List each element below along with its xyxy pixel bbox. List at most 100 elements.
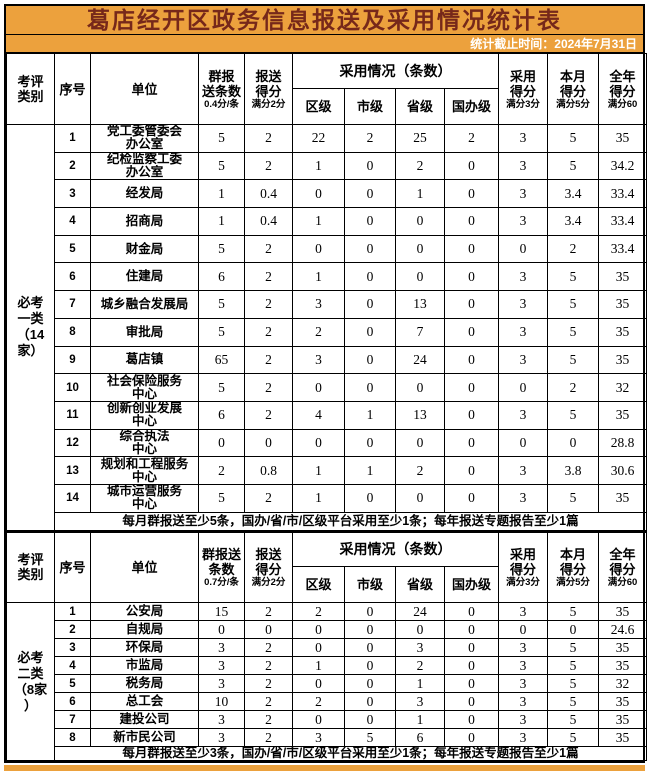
city-count: 5 bbox=[344, 728, 396, 748]
year-score: 35 bbox=[598, 290, 647, 319]
table-row: 必考 一类 （14 家） 1 党工委管委会 办公室 5 2 22 2 25 2 3 5 35 bbox=[6, 124, 647, 531]
header-unit: 单位 bbox=[90, 531, 199, 604]
row-index: 5 bbox=[54, 234, 91, 264]
national-count: 0 bbox=[444, 456, 499, 485]
header-row-levels: 区级 市级 省级 国办级 bbox=[7, 88, 647, 125]
submit-score: 0 bbox=[244, 428, 293, 458]
province-count: 24 bbox=[395, 345, 445, 375]
adopt-score: 0 bbox=[498, 428, 548, 458]
group-submit-count: 5 bbox=[198, 151, 245, 181]
city-count: 0 bbox=[344, 602, 396, 622]
national-count: 0 bbox=[444, 234, 499, 264]
month-score: 2 bbox=[547, 234, 599, 264]
submit-score: 2 bbox=[244, 483, 293, 513]
table-row: 9 葛店镇 65 2 3 0 24 0 3 5 35 bbox=[7, 345, 647, 375]
header-adoption-group: 采用情况（条数） bbox=[292, 531, 499, 568]
header-group-submit-rate: 0.4分/条 bbox=[204, 98, 239, 110]
district-count: 4 bbox=[292, 400, 345, 430]
adopt-score: 3 bbox=[498, 692, 548, 712]
submit-score: 2 bbox=[244, 234, 293, 264]
row-index: 10 bbox=[54, 373, 91, 402]
header-level-city: 市级 bbox=[344, 566, 396, 604]
city-count: 0 bbox=[344, 428, 396, 458]
year-score: 24.6 bbox=[598, 620, 647, 640]
year-score: 35 bbox=[598, 345, 647, 375]
national-count: 0 bbox=[444, 602, 499, 622]
category-label: 必考 一类 （14 家） bbox=[6, 124, 55, 531]
national-count: 0 bbox=[444, 656, 499, 676]
month-score: 5 bbox=[547, 692, 599, 712]
submit-score: 2 bbox=[244, 151, 293, 181]
submit-score: 2 bbox=[244, 728, 293, 748]
unit-name: 城乡融合发展局 bbox=[90, 290, 199, 319]
table-row: 7 城乡融合发展局 5 2 3 0 13 0 3 5 35 bbox=[7, 290, 647, 319]
month-score: 5 bbox=[547, 674, 599, 694]
year-score: 32 bbox=[598, 373, 647, 402]
header-category: 考评 类别 bbox=[6, 53, 55, 125]
month-score: 3.4 bbox=[547, 179, 599, 209]
national-count: 0 bbox=[444, 207, 499, 236]
adopt-score: 3 bbox=[498, 151, 548, 181]
district-count: 22 bbox=[292, 124, 345, 153]
national-count: 0 bbox=[444, 262, 499, 292]
national-count: 2 bbox=[444, 124, 499, 153]
year-score: 35 bbox=[598, 728, 647, 748]
adopt-score: 3 bbox=[498, 400, 548, 430]
row-index: 13 bbox=[54, 456, 91, 485]
district-count: 0 bbox=[292, 674, 345, 694]
unit-name: 综合执法 中心 bbox=[90, 428, 199, 458]
header-level-district: 区级 bbox=[292, 566, 345, 604]
next-section-strip bbox=[4, 765, 645, 771]
table-row: 必考 二类 （8家 ） 1 公安局 15 2 2 0 24 0 3 5 35 bbox=[6, 602, 647, 762]
national-count: 0 bbox=[444, 620, 499, 640]
header-group-submit-label: 群报 送条数 bbox=[201, 68, 241, 99]
city-count: 0 bbox=[344, 656, 396, 676]
district-count: 2 bbox=[292, 602, 345, 622]
national-count: 0 bbox=[444, 674, 499, 694]
city-count: 0 bbox=[344, 207, 396, 236]
district-count: 3 bbox=[292, 345, 345, 375]
city-count: 0 bbox=[344, 620, 396, 640]
year-score: 35 bbox=[598, 124, 647, 153]
table-row: 8 新市民公司 3 2 3 5 6 0 3 5 35 bbox=[7, 728, 647, 748]
note-row: 每月群报送至少5条，国办/省/市/区级平台采用至少1条；每年报送专题报告至少1篇 bbox=[7, 511, 647, 531]
unit-name: 纪检监察工委 办公室 bbox=[90, 151, 199, 181]
province-count: 0 bbox=[395, 483, 445, 513]
unit-name: 财金局 bbox=[90, 234, 199, 264]
year-score: 34.2 bbox=[598, 151, 647, 181]
table-row: 3 环保局 3 2 0 0 3 0 3 5 35 bbox=[7, 638, 647, 658]
header-adopt-score: 采用 得分 满分3分 bbox=[498, 531, 548, 604]
row-index: 4 bbox=[54, 207, 91, 236]
city-count: 0 bbox=[344, 692, 396, 712]
statistics-table: 葛店经开区政务信息报送及采用情况统计表 统计截止时间：2024年7月31日 考评… bbox=[4, 4, 647, 764]
header-month-score-label: 本月 得分 bbox=[559, 68, 586, 99]
header-level-national: 国办级 bbox=[444, 566, 499, 604]
table-row: 2 自规局 0 0 0 0 0 0 0 0 24.6 bbox=[7, 620, 647, 640]
province-count: 1 bbox=[395, 179, 445, 209]
header-submit-score: 报送 得分 满分2分 bbox=[244, 531, 293, 604]
year-score: 35 bbox=[598, 692, 647, 712]
note-row: 每月群报送至少3条，国办/省/市/区级平台采用至少1条；每年报送专题报告至少1篇 bbox=[7, 746, 647, 762]
header-level-province: 省级 bbox=[395, 566, 445, 604]
month-score: 3.4 bbox=[547, 207, 599, 236]
row-index: 7 bbox=[54, 710, 91, 730]
unit-name: 城市运营服务 中心 bbox=[90, 483, 199, 513]
group-submit-count: 1 bbox=[198, 179, 245, 209]
adopt-score: 3 bbox=[498, 290, 548, 319]
district-count: 0 bbox=[292, 234, 345, 264]
group-submit-count: 3 bbox=[198, 638, 245, 658]
category-label: 必考 二类 （8家 ） bbox=[6, 602, 55, 762]
submit-score: 0.8 bbox=[244, 456, 293, 485]
submit-score: 2 bbox=[244, 602, 293, 622]
city-count: 0 bbox=[344, 345, 396, 375]
year-score: 33.4 bbox=[598, 179, 647, 209]
district-count: 1 bbox=[292, 262, 345, 292]
submit-score: 2 bbox=[244, 692, 293, 712]
row-index: 12 bbox=[54, 428, 91, 458]
month-score: 5 bbox=[547, 638, 599, 658]
group-submit-count: 0 bbox=[198, 620, 245, 640]
group-submit-count: 10 bbox=[198, 692, 245, 712]
province-count: 0 bbox=[395, 428, 445, 458]
city-count: 0 bbox=[344, 710, 396, 730]
province-count: 6 bbox=[395, 728, 445, 748]
